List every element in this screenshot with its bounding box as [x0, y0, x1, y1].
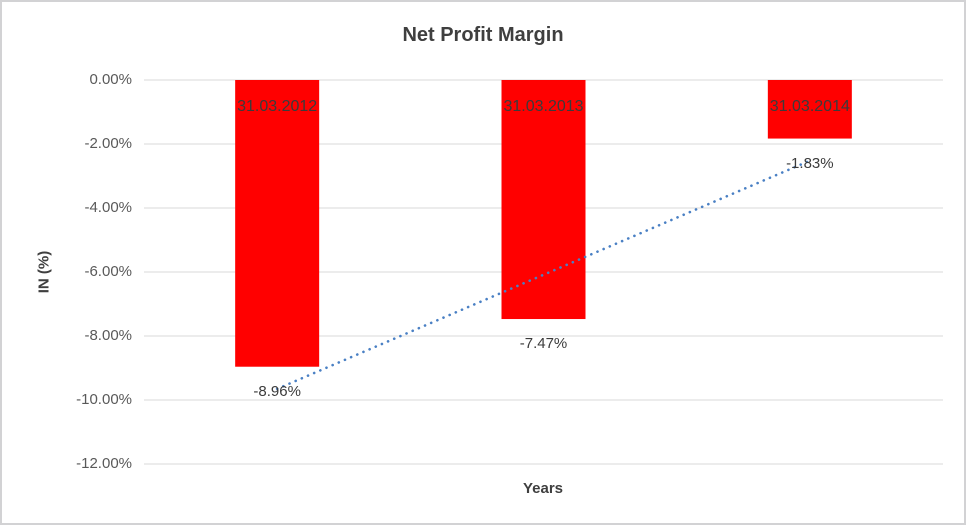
y-tick-label: -6.00%: [84, 263, 132, 280]
data-label: -1.83%: [786, 154, 834, 172]
y-tick-label: -10.00%: [76, 391, 132, 408]
y-tick-label: 0.00%: [89, 71, 132, 88]
bar: [235, 80, 320, 367]
data-label: -8.96%: [253, 382, 301, 400]
trendline: [275, 159, 812, 391]
category-label: 31.03.2014: [769, 98, 850, 115]
category-label: 31.03.2013: [503, 98, 584, 115]
x-axis-title: Years: [522, 480, 564, 497]
bar: [767, 80, 852, 139]
category-label: 31.03.2012: [237, 98, 318, 115]
bar: [501, 80, 586, 320]
y-tick-label: -12.00%: [76, 455, 132, 472]
chart-title: Net Profit Margin: [402, 24, 564, 46]
y-tick-label: -2.00%: [84, 135, 132, 152]
y-tick-label: -8.00%: [84, 327, 132, 344]
data-label: -7.47%: [519, 335, 568, 353]
y-tick-label: -4.00%: [84, 199, 132, 216]
